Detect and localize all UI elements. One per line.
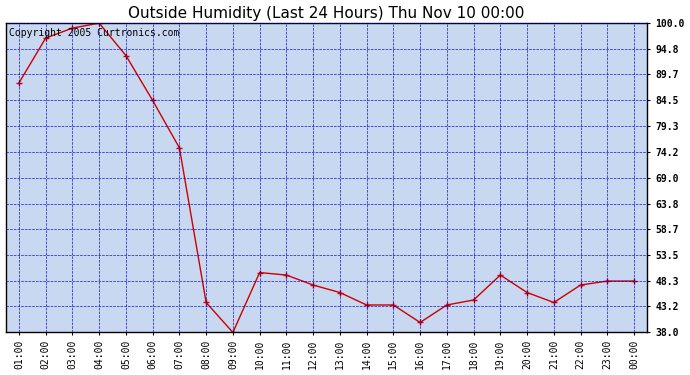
Title: Outside Humidity (Last 24 Hours) Thu Nov 10 00:00: Outside Humidity (Last 24 Hours) Thu Nov… — [128, 6, 524, 21]
Text: Copyright 2005 Curtronics.com: Copyright 2005 Curtronics.com — [9, 28, 179, 38]
